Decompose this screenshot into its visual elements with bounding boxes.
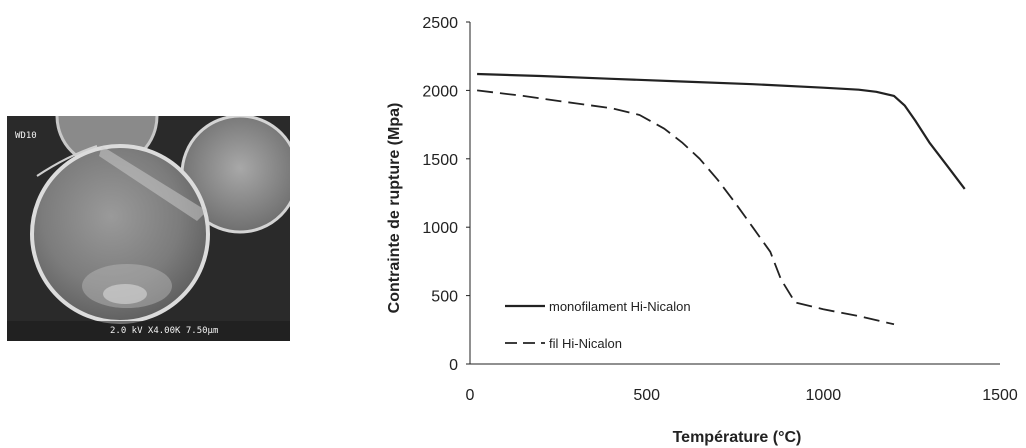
x-tick-label: 1000	[806, 387, 842, 404]
y-tick-label: 1000	[422, 220, 458, 237]
sem-micrograph: WD10 2.0 kV X4.00K 7.50µm	[7, 116, 290, 341]
x-axis-title: Température (°C)	[673, 429, 802, 446]
x-tick-labels: 0 500 1000 1500	[466, 387, 1018, 404]
legend-label-fil: fil Hi-Nicalon	[549, 336, 622, 351]
x-tick-label: 500	[633, 387, 660, 404]
y-tick-label: 500	[431, 289, 458, 306]
y-tick-label: 0	[449, 357, 458, 374]
y-tick-label: 2000	[422, 83, 458, 100]
legend-label-monofilament: monofilament Hi-Nicalon	[549, 299, 691, 314]
sem-label-top: WD10	[15, 131, 37, 141]
y-tick-labels: 0 500 1000 1500 2000 2500	[422, 15, 470, 374]
y-tick-label: 2500	[422, 15, 458, 32]
x-tick-label: 0	[466, 387, 475, 404]
y-axis-title: Contrainte de rupture (Mpa)	[386, 103, 403, 314]
x-tick-label: 1500	[982, 387, 1018, 404]
legend: monofilament Hi-Nicalon fil Hi-Nicalon	[505, 299, 691, 351]
y-tick-label: 1500	[422, 152, 458, 169]
series-layer	[476, 72, 966, 326]
series-line-monofilament	[477, 72, 966, 190]
sem-scale-info: 2.0 kV X4.00K 7.50µm	[110, 326, 218, 336]
series-line-fil	[476, 89, 895, 326]
